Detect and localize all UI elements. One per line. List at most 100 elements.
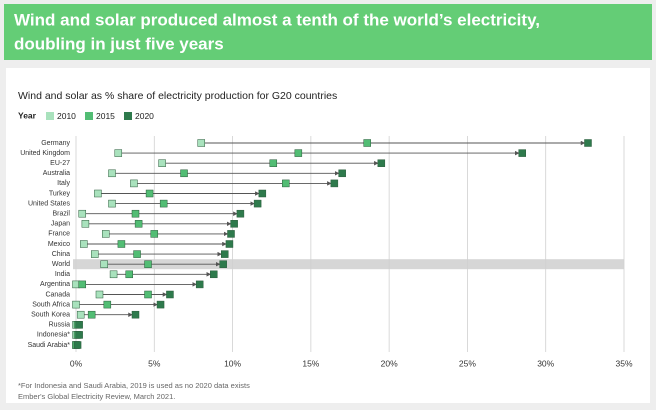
data-point [81, 220, 90, 228]
data-point [101, 230, 110, 238]
header-line: Wind and solar produced almost a tenth o… [14, 10, 540, 29]
legend-title: Year [18, 110, 37, 120]
data-point [78, 280, 87, 289]
y-tick-label: South Africa [32, 301, 70, 308]
y-tick-label: Brazil [52, 211, 70, 218]
data-point [94, 189, 102, 198]
data-point [150, 230, 159, 238]
x-tick-label: 20% [381, 358, 398, 368]
data-point [100, 260, 108, 268]
data-point [87, 310, 96, 319]
data-point [225, 240, 234, 248]
data-point [377, 159, 386, 167]
y-tick-label: Italy [57, 180, 70, 187]
y-tick-label: EU-27 [50, 160, 70, 167]
data-point [363, 139, 371, 147]
data-point [156, 300, 165, 309]
data-point [130, 179, 138, 188]
data-point [159, 199, 168, 208]
data-point [131, 310, 140, 319]
y-tick-label: China [52, 251, 70, 258]
legend-swatch [124, 112, 132, 120]
y-tick-label: Saudi Arabia* [28, 342, 71, 349]
x-tick-label: 25% [459, 358, 476, 368]
data-point [197, 139, 206, 147]
data-point [108, 169, 116, 178]
data-point [95, 290, 104, 299]
legend-swatch [46, 112, 54, 120]
data-point [180, 169, 188, 178]
data-point [75, 321, 83, 329]
x-tick-label: 35% [615, 358, 632, 368]
y-tick-label: France [48, 231, 70, 238]
legend-label: 2020 [135, 111, 154, 121]
y-tick-label: Argentina [40, 281, 70, 288]
y-tick-label: Russia [49, 322, 71, 329]
data-point [236, 209, 245, 218]
y-tick-label: South Korea [31, 312, 70, 319]
legend-swatch [85, 112, 93, 120]
y-tick-label: Germany [41, 140, 70, 147]
data-point [144, 260, 152, 268]
data-point [108, 199, 116, 208]
data-point [72, 300, 80, 309]
y-tick-label: Indonesia* [37, 332, 70, 339]
x-tick-label: 30% [537, 358, 554, 368]
data-point [145, 189, 154, 198]
x-tick-label: 0% [70, 358, 83, 368]
x-tick-label: 10% [224, 358, 241, 368]
data-point [330, 179, 339, 188]
header-banner [4, 4, 652, 60]
chart-card [6, 68, 650, 403]
data-point [131, 209, 140, 218]
data-point [253, 199, 262, 208]
y-tick-label: India [55, 271, 70, 278]
data-point [518, 149, 526, 157]
data-point [158, 159, 166, 167]
data-point [166, 290, 174, 299]
header-line: doubling in just five years [14, 34, 224, 53]
data-point [109, 270, 118, 279]
legend-label: 2010 [57, 111, 76, 121]
x-tick-label: 15% [302, 358, 319, 368]
data-point [91, 250, 99, 258]
y-tick-label: Turkey [49, 190, 71, 197]
highlight-band [73, 259, 624, 270]
y-tick-label: Mexico [48, 241, 70, 248]
y-tick-label: United Kingdom [20, 150, 70, 157]
y-tick-label: Australia [43, 170, 70, 177]
data-point [78, 209, 87, 218]
chart-title: Wind and solar as % share of electricity… [18, 90, 337, 102]
data-point [80, 240, 88, 248]
data-point [72, 280, 80, 289]
data-point [76, 310, 85, 319]
data-point [258, 189, 267, 198]
data-point [195, 280, 204, 289]
data-point [227, 230, 235, 238]
footnote: *For Indonesia and Saudi Arabia, 2019 is… [18, 381, 250, 390]
data-point [338, 169, 346, 178]
data-point [114, 149, 123, 157]
y-tick-label: World [52, 261, 70, 268]
data-point [219, 260, 227, 268]
data-point [134, 220, 143, 228]
data-point [269, 159, 278, 167]
y-tick-label: United States [28, 200, 71, 207]
data-point [103, 300, 112, 309]
data-point [133, 250, 141, 258]
source-note: Ember's Global Electricity Review, March… [18, 392, 175, 401]
data-point [220, 250, 229, 258]
data-point [117, 240, 126, 248]
y-tick-label: Canada [45, 291, 70, 298]
x-tick-label: 5% [148, 358, 161, 368]
data-point [144, 290, 152, 299]
data-point [230, 220, 238, 228]
data-point [75, 331, 83, 339]
data-point [294, 149, 303, 157]
data-point [210, 270, 218, 279]
data-point [584, 139, 592, 147]
y-tick-label: Japan [51, 221, 70, 228]
data-point [73, 341, 82, 349]
